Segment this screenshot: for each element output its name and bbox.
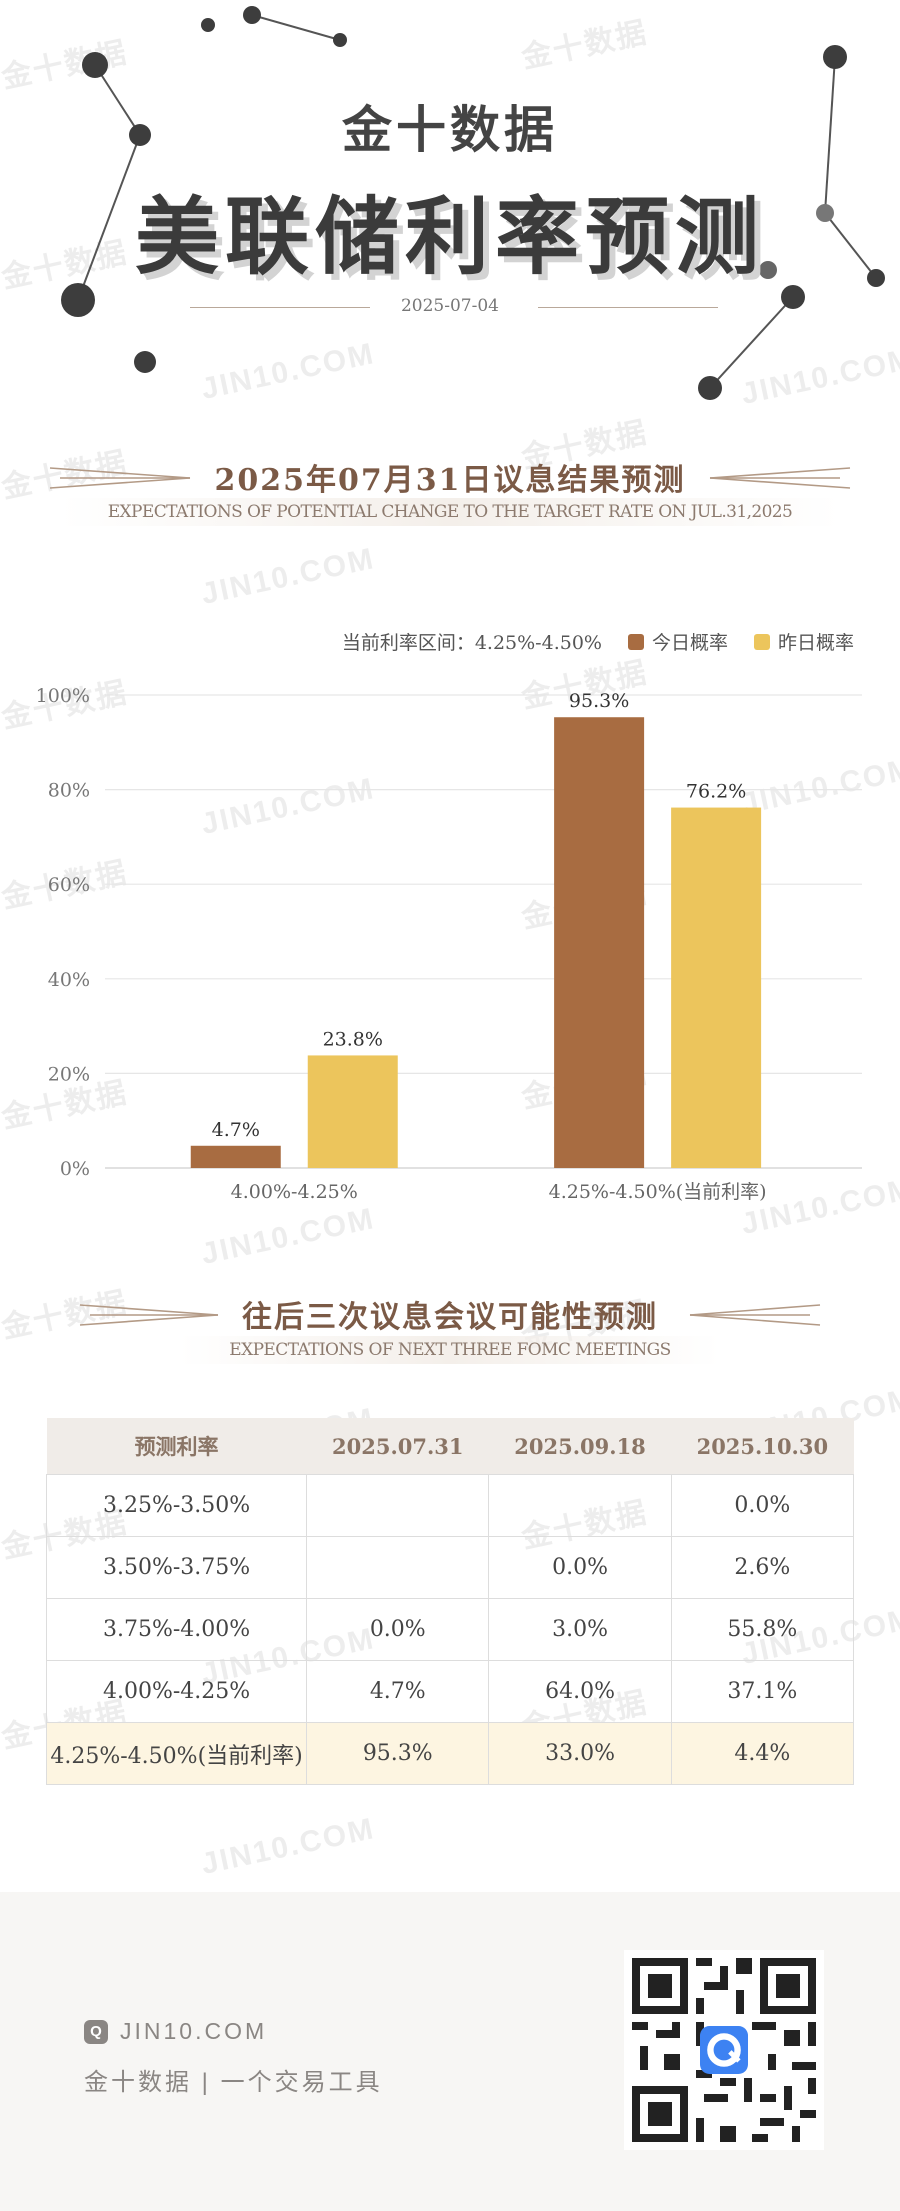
table-cell: 64.0%: [488, 1660, 672, 1723]
legend-label-today: 今日概率: [651, 632, 728, 654]
constellation-decoration: [61, 6, 885, 400]
date-divider-left: [190, 307, 370, 308]
table-header: 预测利率: [46, 1418, 307, 1475]
table-cell: 37.1%: [670, 1660, 855, 1723]
bar-today: [190, 1145, 281, 1168]
data-label: 76.2%: [686, 781, 746, 803]
footer-slogan: 金十数据 | 一个交易工具: [84, 2069, 383, 2096]
publish-date: 2025-07-04: [400, 296, 499, 316]
y-tick-label: 20%: [48, 1063, 90, 1085]
y-tick-label: 80%: [48, 780, 90, 802]
fomc-probability-table: 预测利率 2025.07.31 2025.09.18 2025.10.30 3.…: [45, 1418, 855, 1785]
page-title: 美联储利率预测: [134, 187, 765, 286]
legend-item-yesterday: 昨日概率: [753, 628, 854, 655]
table-cell: 2.6%: [670, 1536, 855, 1599]
section2-subtitle-band: [180, 1336, 720, 1364]
data-label: 95.3%: [569, 690, 629, 712]
footer-site[interactable]: Q JIN10.COM: [84, 2018, 267, 2045]
table-cell: [306, 1474, 490, 1537]
section2-title: 往后三次议息会议可能性预测: [242, 1300, 658, 1335]
section1-subtitle: EXPECTATIONS OF POTENTIAL CHANGE TO THE …: [107, 502, 793, 522]
table-cell: 3.0%: [488, 1598, 672, 1661]
bar-today: [554, 717, 645, 1168]
y-tick-label: 60%: [48, 874, 90, 896]
legend-swatch-yesterday: [753, 633, 770, 650]
table-cell: 4.25%-4.50%(当前利率): [45, 1722, 308, 1785]
table-cell: 0.0%: [488, 1536, 672, 1599]
data-label: 23.8%: [323, 1028, 383, 1050]
table-cell: 0.0%: [670, 1474, 855, 1537]
table-header: 2025.10.30: [671, 1418, 854, 1475]
bar-yesterday: [671, 807, 762, 1168]
date-divider-right: [538, 307, 718, 308]
x-tick-label: 4.00%-4.25%: [231, 1181, 358, 1203]
legend-swatch-today: [627, 633, 644, 650]
table-header: 2025.09.18: [488, 1418, 672, 1475]
table-row: 3.50%-3.75% 0.0% 2.6%: [45, 1536, 855, 1599]
table-cell: 3.75%-4.00%: [45, 1598, 308, 1661]
table-cell: 33.0%: [488, 1722, 672, 1785]
data-label: 4.7%: [212, 1119, 260, 1141]
table-cell: 3.50%-3.75%: [45, 1536, 308, 1599]
table-cell: 3.25%-3.50%: [45, 1474, 308, 1537]
table-cell: 0.0%: [306, 1598, 490, 1661]
section2-subtitle: EXPECTATIONS OF NEXT THREE FOMC MEETINGS: [229, 1340, 671, 1360]
table-header: 2025.07.31: [306, 1418, 489, 1475]
legend-item-today: 今日概率: [627, 628, 728, 655]
section1-subtitle-band: [60, 498, 840, 526]
chart-legend: 当前利率区间：4.25%-4.50% 今日概率 昨日概率: [342, 628, 854, 655]
bar-yesterday: [307, 1055, 398, 1168]
table-header-row: 预测利率 2025.07.31 2025.09.18 2025.10.30: [46, 1418, 854, 1475]
table-cell: [488, 1474, 672, 1537]
legend-label-yesterday: 昨日概率: [777, 632, 854, 654]
table-cell: 95.3%: [306, 1722, 490, 1785]
legend-current-rate: 当前利率区间：4.25%-4.50%: [341, 632, 602, 654]
brand-title: 金十数据: [342, 100, 558, 159]
section1-title: 2025年07月31日议息结果预测: [214, 463, 686, 498]
table-row: 3.75%-4.00% 0.0% 3.0% 55.8%: [45, 1598, 855, 1661]
section1-ornament: [49, 467, 851, 489]
table-cell: 55.8%: [670, 1598, 855, 1661]
table-cell: 4.4%: [670, 1722, 855, 1785]
table-row-current-rate: 4.25%-4.50%(当前利率) 95.3% 33.0% 4.4%: [45, 1722, 855, 1785]
watermark-text: JIN10.COM: [198, 1812, 378, 1881]
table-cell: 4.7%: [306, 1660, 490, 1723]
y-tick-label: 0%: [60, 1158, 90, 1180]
table-row: 3.25%-3.50% 0.0%: [45, 1474, 855, 1537]
y-tick-label: 100%: [36, 685, 90, 707]
table-cell: 4.00%-4.25%: [45, 1660, 308, 1723]
jin10-logo-icon: Q: [84, 2019, 108, 2044]
section2-ornament: [79, 1304, 821, 1326]
footer-site-label: JIN10.COM: [120, 2018, 268, 2044]
probability-bar-chart: 0% 20% 40% 60% 80% 100% 4.7% 23.8% 4.00%-4.25% 95…: [36, 685, 862, 1203]
header: 金十数据 美联储利率预测 2025-07-04: [0, 0, 900, 420]
qr-code-icon[interactable]: [624, 1950, 824, 2150]
table-cell: [306, 1536, 490, 1599]
x-tick-label: 4.25%-4.50%(当前利率): [549, 1181, 767, 1203]
y-tick-label: 40%: [48, 969, 90, 991]
table-row: 4.00%-4.25% 4.7% 64.0% 37.1%: [45, 1660, 855, 1723]
